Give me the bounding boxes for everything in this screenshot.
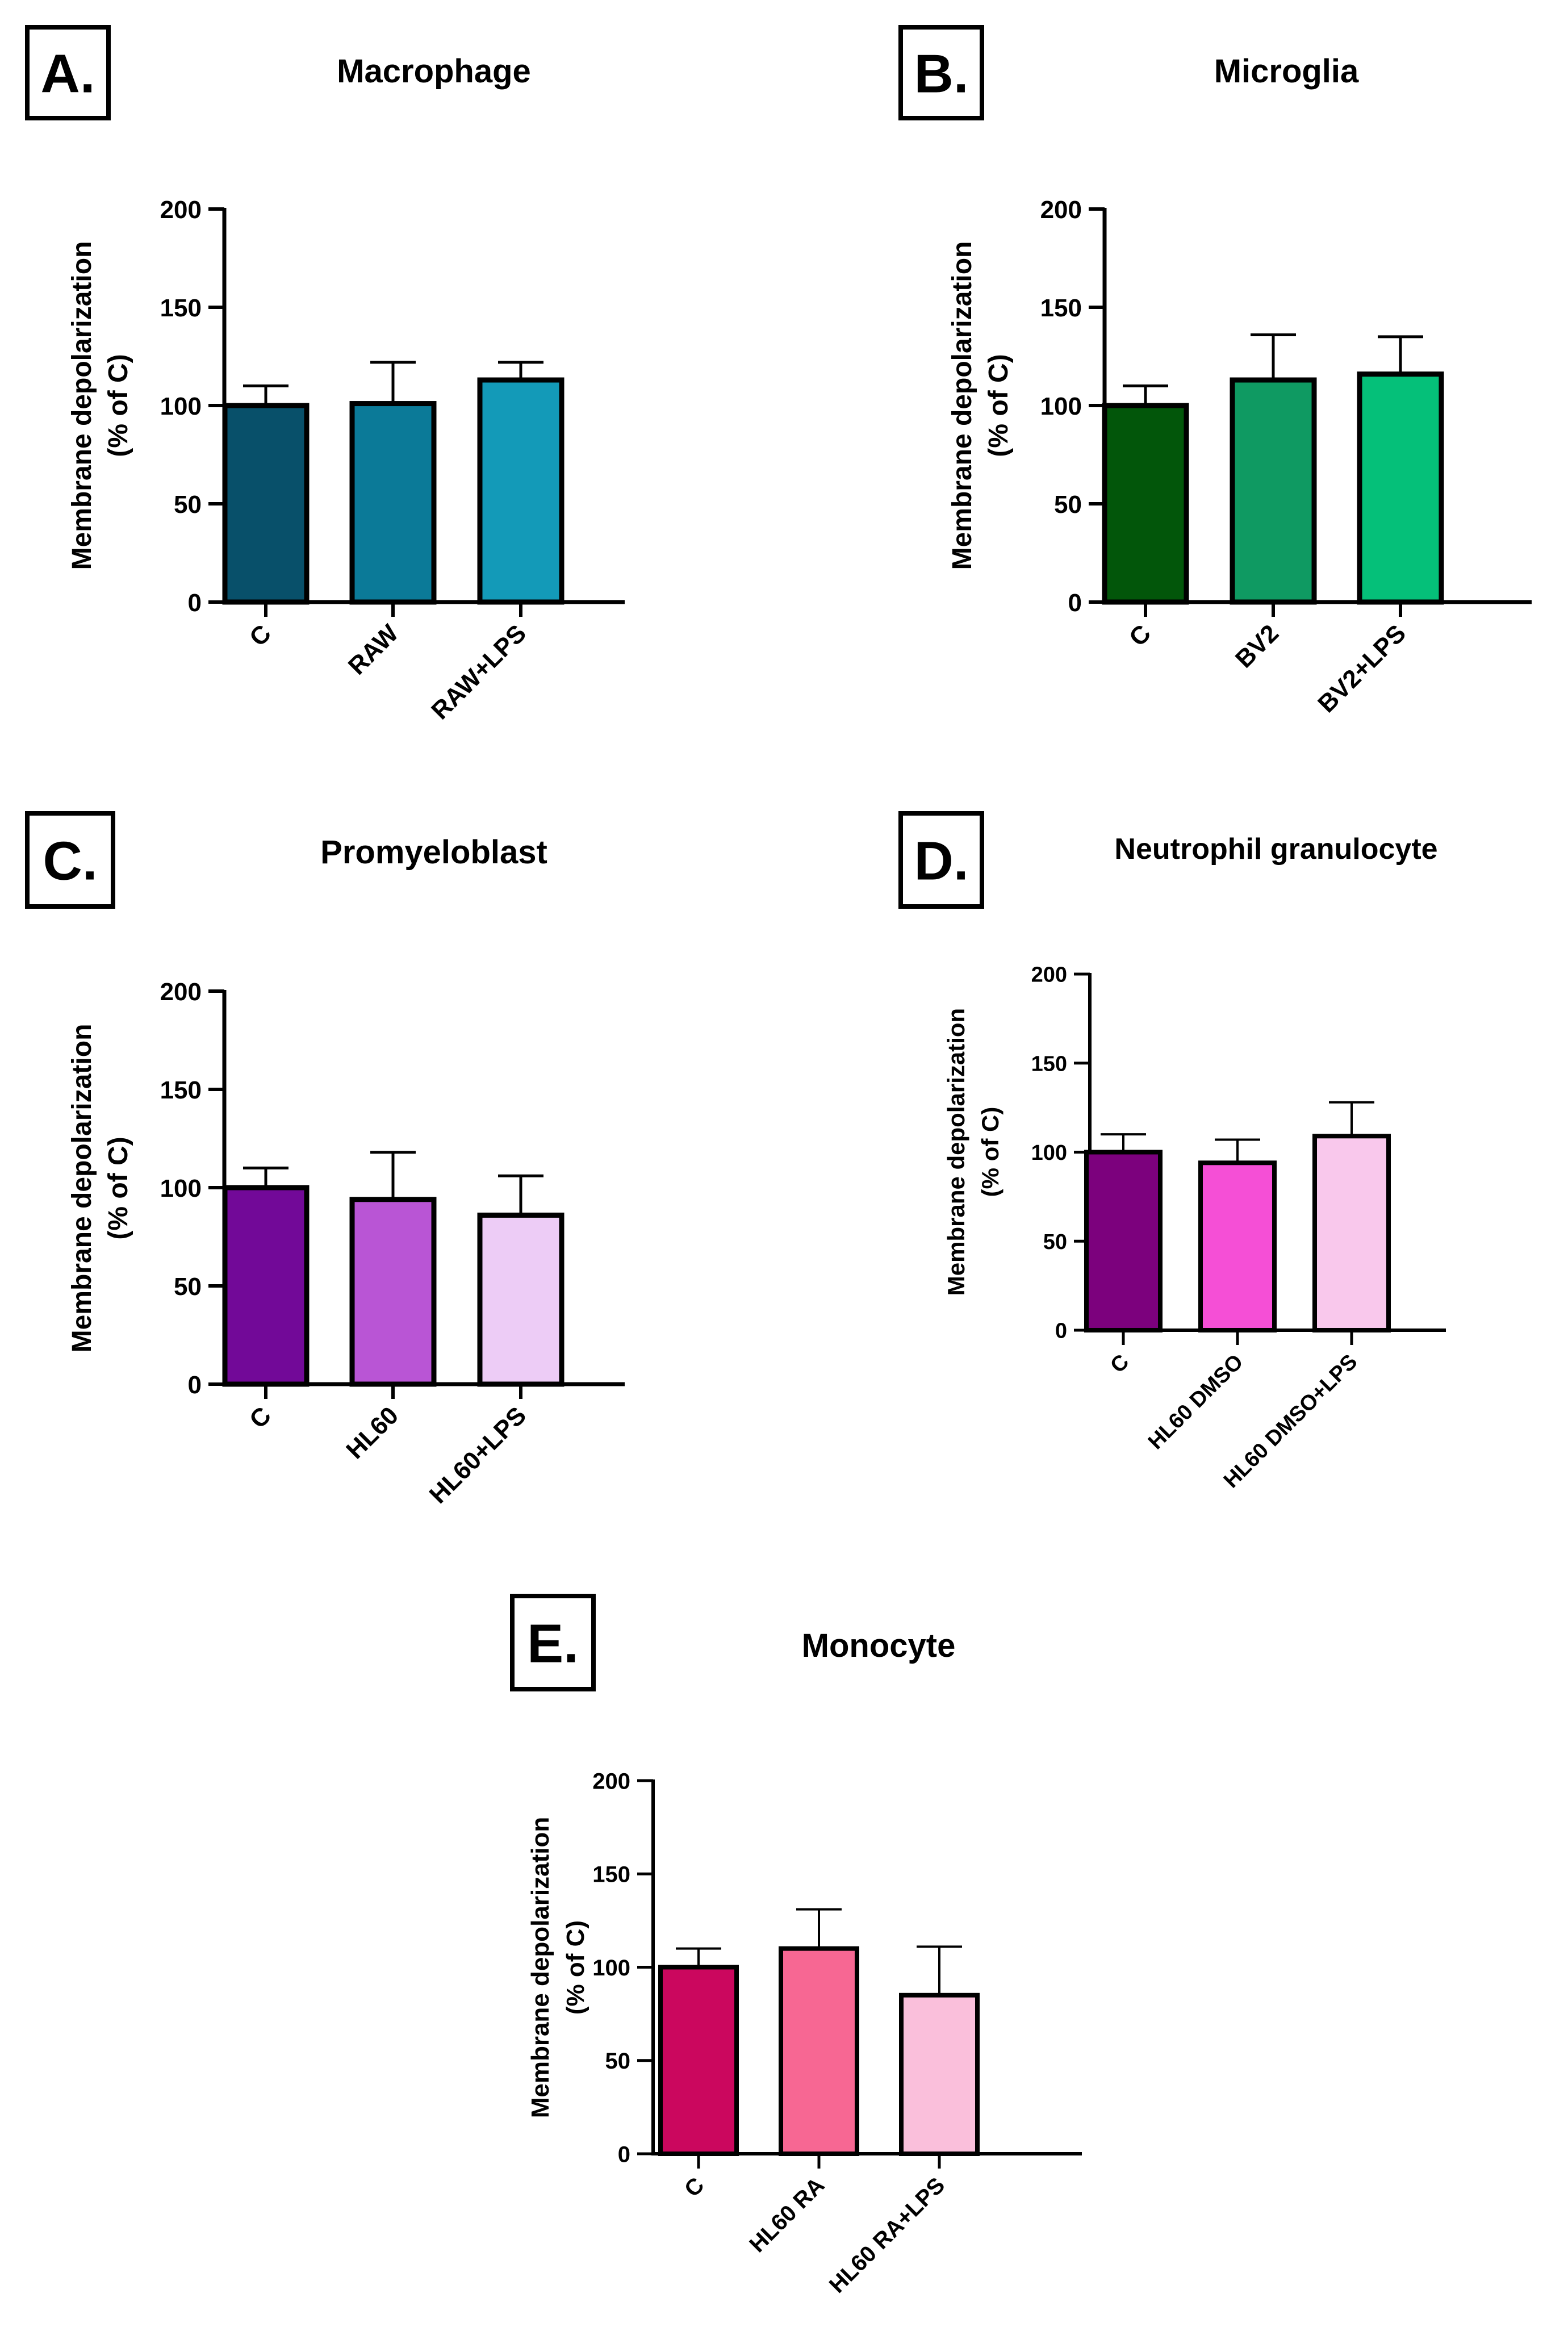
y-tick-label: 100 (1040, 392, 1082, 420)
y-tick-label: 200 (160, 196, 202, 224)
y-tick-label: 150 (160, 294, 202, 322)
panel-monocyte: E. Monocyte Membrane depolarization (% of C… (510, 1594, 1082, 2298)
y-tick-label: 0 (1068, 589, 1082, 617)
y-tick-label: 150 (160, 1076, 202, 1104)
y-tick-label: 100 (160, 1175, 202, 1202)
y-tick-label: 200 (1031, 963, 1067, 987)
chart-title: Monocyte (802, 1627, 956, 1664)
y-axis-label: Membrane depolarization (67, 1024, 97, 1353)
bar-hl60 (349, 1197, 437, 1387)
panel-neutrophil-granulocyte: D. Neutrophil granulocyte Membrane depolar… (898, 811, 1446, 1493)
y-axis-label-units: (% of C) (103, 354, 133, 457)
category-label: C (244, 619, 277, 651)
y-tick-label: 50 (1043, 1230, 1067, 1254)
y-tick-label: 50 (605, 2049, 631, 2074)
y-axis-label: Membrane depolarization (947, 241, 977, 570)
bar-c (658, 1965, 739, 2156)
chart-title: Macrophage (337, 53, 531, 90)
bar-hl60-dmso (1198, 1160, 1277, 1333)
panel-microglia: B. Microglia Membrane depolarization (% of … (898, 25, 1532, 718)
y-axis-label-units: (% of C) (103, 1137, 133, 1239)
y-tick-label: 150 (1031, 1052, 1067, 1076)
y-axis-label-units: (% of C) (562, 1920, 589, 2015)
bar-bv2 (1230, 377, 1317, 605)
bar-raw-lps (477, 377, 565, 605)
bar-hl60-ra-lps (899, 1992, 980, 2156)
y-tick-label: 50 (174, 1273, 202, 1301)
category-label: C (1124, 619, 1156, 651)
chart-title: Promyeloblast (320, 834, 547, 871)
y-tick-label: 100 (1031, 1141, 1067, 1165)
category-label: HL60 DMSO (1144, 1350, 1248, 1454)
bar-hl60-ra (779, 1946, 859, 2156)
y-axis-label-units: (% of C) (977, 1107, 1003, 1197)
bar-c (222, 1185, 310, 1387)
category-label: BV2 (1230, 619, 1284, 673)
y-tick-label: 200 (160, 978, 202, 1006)
category-label: HL60 RA+LPS (825, 2173, 950, 2298)
panel-macrophage: A. Macrophage Membrane depolarization (% of… (25, 25, 625, 725)
category-label: C (244, 1401, 277, 1434)
bar-bv2-lps (1357, 371, 1444, 605)
y-tick-label: 200 (592, 1769, 630, 1794)
panel-letter-box (25, 25, 111, 120)
y-tick-label: 50 (1054, 491, 1082, 519)
panel-promyeloblast: C. Promyeloblast Membrane depolarization (%… (25, 811, 625, 1509)
y-tick-label: 100 (592, 1956, 630, 1981)
y-axis-label: Membrane depolarization (526, 1817, 554, 2119)
panel-letter: D. (914, 831, 969, 892)
bar-hl60-dmso-lps (1312, 1134, 1391, 1333)
y-tick-label: 0 (188, 1371, 202, 1399)
bar-raw (349, 401, 437, 605)
category-label: C (1106, 1350, 1134, 1378)
y-tick-label: 50 (174, 491, 202, 519)
panel-letter-box (898, 811, 984, 909)
chart-title: Microglia (1214, 53, 1359, 90)
y-tick-label: 0 (1055, 1319, 1067, 1343)
panel-letter: C. (43, 831, 98, 892)
y-axis-label: Membrane depolarization (67, 241, 97, 570)
category-label: HL60+LPS (424, 1401, 532, 1509)
y-tick-label: 0 (188, 589, 202, 617)
panel-letter-box (898, 25, 984, 120)
panel-letter: B. (914, 44, 969, 105)
y-tick-label: 200 (1040, 196, 1082, 224)
category-label: RAW+LPS (426, 619, 532, 725)
category-label: C (680, 2173, 709, 2202)
chart-title: Neutrophil granulocyte (1114, 833, 1437, 866)
bar-c (222, 403, 310, 605)
panel-letter-box (510, 1594, 596, 1691)
bar-c (1084, 1150, 1163, 1332)
y-tick-label: 0 (618, 2142, 630, 2167)
y-tick-label: 150 (1040, 294, 1082, 322)
category-label: RAW (343, 619, 404, 680)
y-tick-label: 100 (160, 392, 202, 420)
y-axis-label-units: (% of C) (984, 354, 1014, 457)
panel-letter: A. (41, 44, 95, 105)
category-label: HL60 RA (745, 2173, 829, 2257)
y-tick-label: 150 (592, 1862, 630, 1887)
y-axis-label: Membrane depolarization (943, 1008, 969, 1296)
bar-c (1102, 403, 1189, 605)
panel-letter: E. (527, 1614, 579, 1674)
category-label: BV2+LPS (1312, 619, 1411, 718)
bar-hl60-lps (477, 1212, 565, 1387)
category-label: HL60 (341, 1401, 404, 1464)
panel-letter-box (25, 811, 115, 909)
